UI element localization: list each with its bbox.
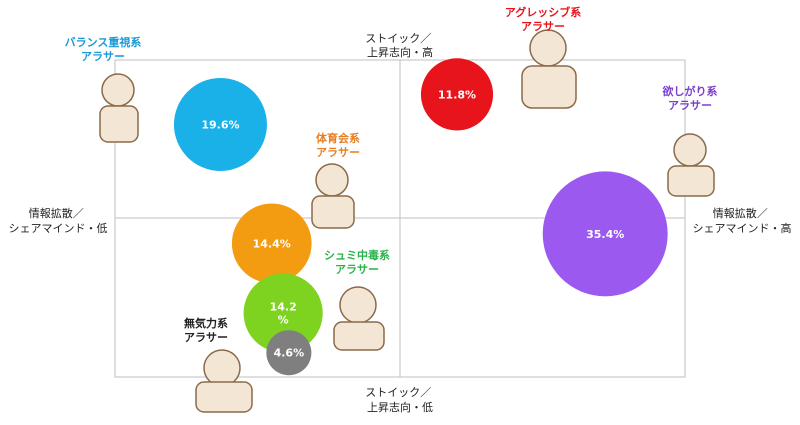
bubble-value-label-line: 19.6%	[201, 118, 239, 131]
aggressive-character-illustration	[521, 29, 577, 109]
axis-label-bottom: ストイック／ 上昇志向・低	[365, 386, 435, 414]
axis-label-left-line-2: シェアマインド・低	[9, 222, 108, 235]
group-label-line: シュミ中毒系	[324, 248, 390, 262]
group-label-lethargic: 無気力系アラサー	[184, 316, 228, 344]
axis-label-top-line-1: ストイック／	[365, 32, 431, 45]
group-label-sports: 体育会系アラサー	[316, 131, 360, 159]
group-label-line: アラサー	[335, 263, 379, 276]
bubble-value-label-line: 35.4%	[586, 228, 624, 241]
axis-label-top-line-2: 上昇志向・高	[367, 45, 433, 59]
bubble-value-label-aggressive: 11.8%	[438, 88, 476, 101]
lethargic-character-illustration	[195, 349, 253, 413]
bubble-value-label-line: 14.2	[270, 301, 297, 314]
group-label-hobby: シュミ中毒系アラサー	[324, 248, 390, 276]
axis-label-top: ストイック／ 上昇志向・高	[365, 32, 435, 59]
bubble-value-label-greedy: 35.4%	[586, 228, 624, 241]
group-label-line: アラサー	[316, 146, 360, 159]
axis-label-left: 情報拡散／ シェアマインド・低	[9, 206, 108, 235]
group-label-balance: バランス重視系アラサー	[65, 35, 142, 63]
bubble-value-label-line: 11.8%	[438, 88, 476, 101]
bubble-value-label-sports: 14.4%	[253, 237, 291, 250]
axis-label-right-line-2: シェアマインド・高	[693, 221, 792, 235]
group-label-line: アラサー	[668, 99, 712, 112]
bubble-hobby	[243, 273, 323, 353]
axis-label-left-line-1: 情報拡散／	[29, 206, 84, 220]
bubble-value-label-hobby: 14.2%	[270, 301, 297, 327]
axis-label-right: 情報拡散／ シェアマインド・高	[693, 206, 792, 235]
bubble-balance	[173, 77, 267, 171]
group-label-line: 無気力系	[184, 316, 228, 330]
group-label-line: アラサー	[184, 331, 228, 344]
greedy-character-illustration	[667, 133, 715, 197]
sports-character-illustration	[311, 163, 355, 229]
bubble-sports	[231, 203, 312, 284]
character-illustrations	[99, 29, 715, 413]
group-label-line: バランス重視系	[65, 35, 142, 49]
hobby-character-illustration	[333, 286, 385, 351]
axis-label-bottom-line-2: 上昇志向・低	[367, 400, 433, 414]
bubble-lethargic	[266, 330, 312, 376]
group-label-line: アラサー	[81, 50, 125, 63]
bubble-value-label-line: 14.4%	[253, 237, 291, 250]
bubble-aggressive	[420, 58, 494, 131]
group-label-line: アグレッシブ系	[505, 5, 581, 19]
bubble-value-label-line: 4.6%	[274, 347, 305, 360]
group-label-aggressive: アグレッシブ系アラサー	[505, 5, 581, 33]
bubble-value-label-lethargic: 4.6%	[274, 347, 305, 360]
group-label-line: 欲しがり系	[662, 84, 718, 98]
group-label-line: 体育会系	[316, 131, 360, 145]
axis-label-bottom-line-1: ストイック／	[365, 386, 431, 399]
group-label-greedy: 欲しがり系アラサー	[662, 84, 718, 112]
group-labels-layer: バランス重視系アラサーアグレッシブ系アラサー欲しがり系アラサー体育会系アラサーシ…	[65, 5, 718, 344]
bubble-value-label-line: %	[278, 314, 289, 327]
axis-label-right-line-1: 情報拡散／	[713, 206, 768, 220]
bubble-value-label-balance: 19.6%	[201, 118, 239, 131]
group-label-line: アラサー	[521, 20, 565, 33]
bubble-greedy	[542, 171, 668, 297]
bubbles-layer: 19.6% 11.8% 35.4% 14.4% 14.2 % 4.6%	[173, 58, 668, 376]
balance-character-illustration	[99, 73, 139, 143]
